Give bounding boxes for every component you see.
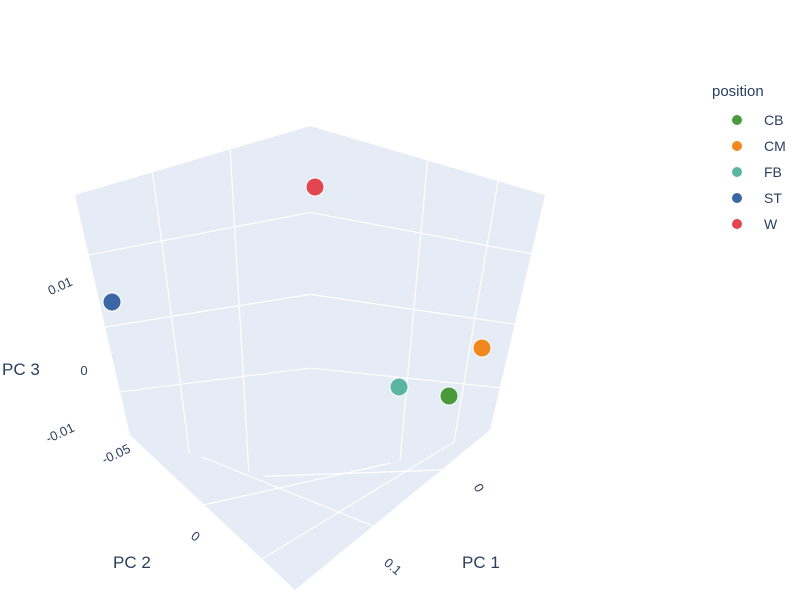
gridline-left-h	[120, 367, 311, 393]
gridline-right-h	[309, 367, 500, 389]
legend-item-cm[interactable]: CM	[712, 133, 786, 159]
data-points	[102, 177, 492, 406]
gridline-right-h	[309, 211, 532, 255]
legend-item-fb[interactable]: FB	[712, 159, 786, 185]
gridline-right-v	[453, 181, 499, 443]
legend: position CB CM FB ST W	[712, 83, 786, 237]
legend-label: CB	[764, 112, 784, 128]
tick-x: 0.1	[381, 555, 404, 578]
gridline-floor	[261, 441, 455, 560]
legend-marker	[732, 193, 742, 203]
legend-label: ST	[764, 190, 782, 206]
scene-panes	[75, 126, 545, 590]
point-cm[interactable]	[472, 338, 492, 358]
tick-z: 0	[80, 363, 87, 378]
legend-label: FB	[764, 164, 782, 180]
gridline-floor	[204, 462, 392, 506]
legend-label: W	[764, 216, 778, 232]
legend-item-cb[interactable]: CB	[712, 107, 786, 133]
point-w[interactable]	[305, 177, 325, 197]
tick-z: 0.01	[45, 274, 74, 298]
legend-marker	[732, 141, 742, 151]
gridline-floor	[264, 469, 442, 477]
scene-gridlines	[88, 149, 532, 560]
legend-title: position	[712, 83, 764, 100]
gridline-floor	[201, 456, 374, 527]
legend-item-st[interactable]: ST	[712, 185, 786, 211]
tick-z: -0.01	[43, 420, 76, 446]
tick-y: -0.05	[99, 441, 132, 467]
pane-back-left	[75, 126, 310, 490]
axis-titles: PC 3 PC 2 PC 1	[2, 360, 500, 572]
tick-x: 0	[471, 481, 488, 495]
tick-y: 0	[188, 528, 203, 544]
legend-marker	[732, 219, 742, 229]
point-fb[interactable]	[389, 377, 409, 397]
gridline-right-h	[309, 293, 515, 325]
legend-items: CB CM FB ST W	[712, 107, 786, 237]
gridline-left-h	[105, 293, 311, 328]
axis-title-x: PC 1	[462, 553, 500, 572]
gridline-left-v	[229, 149, 250, 472]
legend-marker	[732, 115, 742, 125]
point-cb[interactable]	[439, 386, 459, 406]
gridline-left-h	[88, 211, 311, 256]
axis-title-z: PC 3	[2, 360, 40, 379]
pane-back-right	[310, 126, 545, 490]
legend-marker	[732, 167, 742, 177]
point-st[interactable]	[102, 292, 122, 312]
gridline-right-v	[399, 160, 429, 461]
legend-label: CM	[764, 138, 786, 154]
gridline-left-v	[151, 172, 190, 454]
axis-title-y: PC 2	[113, 553, 151, 572]
pane-floor	[130, 430, 490, 590]
legend-item-w[interactable]: W	[712, 211, 786, 237]
